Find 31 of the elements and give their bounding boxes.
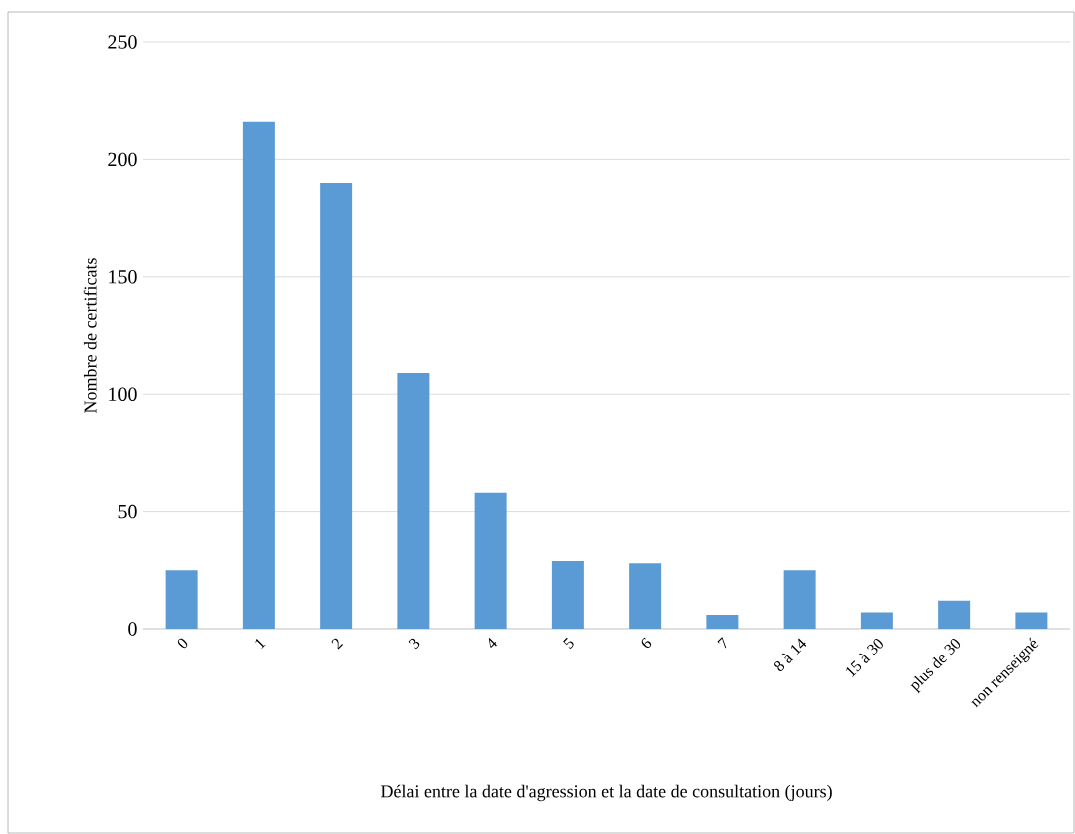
y-tick-label: 100 — [109, 387, 137, 401]
bar — [783, 570, 816, 629]
x-tick-label: 7 — [717, 637, 727, 649]
x-tick-label: 0 — [177, 638, 188, 649]
bar — [474, 492, 507, 629]
bar — [320, 182, 353, 629]
x-tick-label: 8 à 14 — [774, 638, 807, 671]
x-tick-label: plus de 30 — [910, 639, 961, 694]
bar — [706, 614, 739, 629]
x-tick-label: 15 à 30 — [846, 639, 883, 677]
y-tick-label: 200 — [108, 152, 137, 167]
y-tick-label: 0 — [128, 622, 137, 636]
bar — [938, 600, 971, 629]
y-tick-label: 50 — [118, 504, 137, 519]
x-axis-title: Délai entre la date d'agression et la date de consultation (jours) — [380, 784, 832, 802]
bar — [242, 121, 275, 629]
y-tick-label: 150 — [109, 270, 137, 284]
bar — [165, 570, 198, 629]
x-tick-label: 4 — [488, 638, 497, 649]
bar — [629, 563, 662, 629]
x-tick-label: 2 — [331, 638, 343, 650]
y-tick-label: 250 — [108, 35, 137, 49]
x-tick-label: 1 — [255, 639, 266, 649]
x-tick-label: 3 — [408, 638, 420, 650]
bar — [1015, 612, 1048, 629]
bar — [551, 560, 584, 629]
y-axis-title: Nombre de certificats — [83, 258, 97, 413]
x-tick-label: 6 — [641, 637, 652, 649]
x-tick-label: 5 — [563, 637, 574, 650]
bar — [860, 612, 893, 629]
bar — [397, 373, 430, 629]
